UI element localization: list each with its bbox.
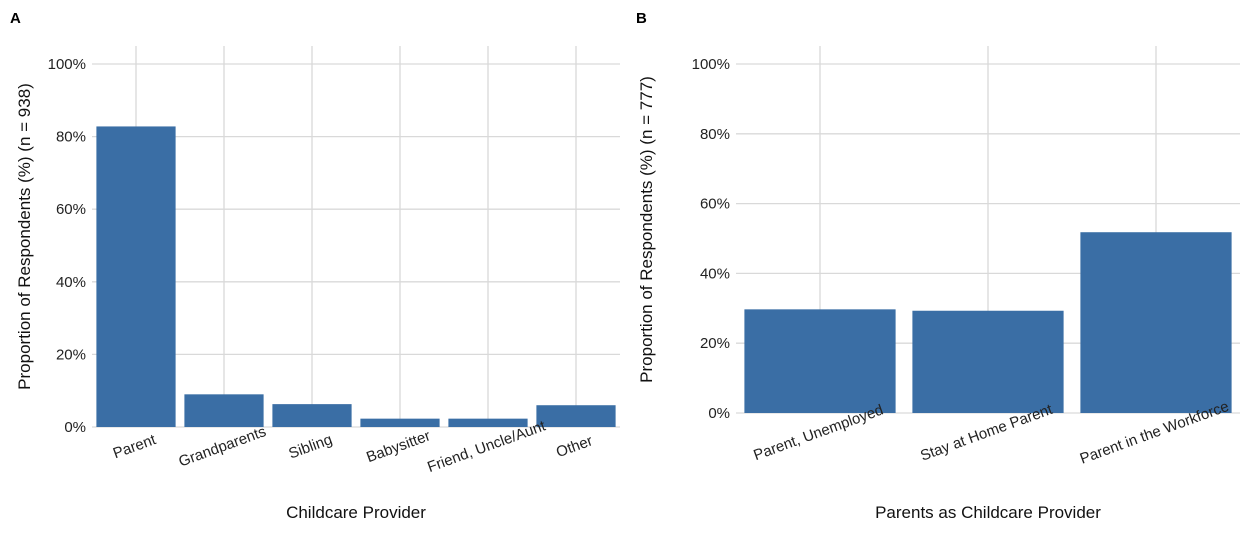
y-tick-label: 0%	[708, 405, 730, 422]
bar-parent-unemployed	[744, 309, 896, 413]
bar-sibling	[272, 404, 352, 427]
y-tick-label: 60%	[700, 196, 730, 213]
y-axis-title: Proportion of Respondents (%) (n = 938)	[15, 83, 34, 390]
bar-grandparents	[184, 394, 264, 427]
bar-babysitter	[360, 418, 440, 427]
panel-letter-b: B	[636, 10, 647, 27]
y-tick-label: 40%	[700, 265, 730, 282]
x-tick-label: Parent	[111, 431, 159, 462]
x-tick-label: Grandparents	[176, 423, 268, 470]
bar-other	[536, 405, 616, 427]
y-tick-label: 40%	[56, 274, 86, 291]
y-tick-label: 80%	[56, 129, 86, 146]
x-axis-title: Childcare Provider	[286, 503, 426, 522]
y-axis-title: Proportion of Respondents (%) (n = 777)	[637, 76, 656, 383]
bar-parent-in-the-workforce	[1080, 232, 1232, 413]
y-tick-label: 80%	[700, 126, 730, 143]
x-tick-label: Babysitter	[364, 427, 432, 466]
y-tick-label: 20%	[700, 335, 730, 352]
y-tick-label: 60%	[56, 201, 86, 218]
bar-parent	[96, 126, 176, 427]
y-tick-label: 20%	[56, 346, 86, 363]
y-tick-label: 100%	[48, 56, 86, 73]
y-tick-label: 100%	[692, 56, 730, 73]
x-tick-label: Other	[554, 432, 595, 461]
panel-letter-a: A	[10, 10, 21, 27]
x-tick-label: Sibling	[286, 431, 334, 462]
bar-stay-at-home-parent	[912, 310, 1064, 413]
y-tick-label: 0%	[64, 419, 86, 436]
bar-friend-uncle-aunt	[448, 418, 528, 427]
x-axis-title: Parents as Childcare Provider	[875, 503, 1101, 522]
